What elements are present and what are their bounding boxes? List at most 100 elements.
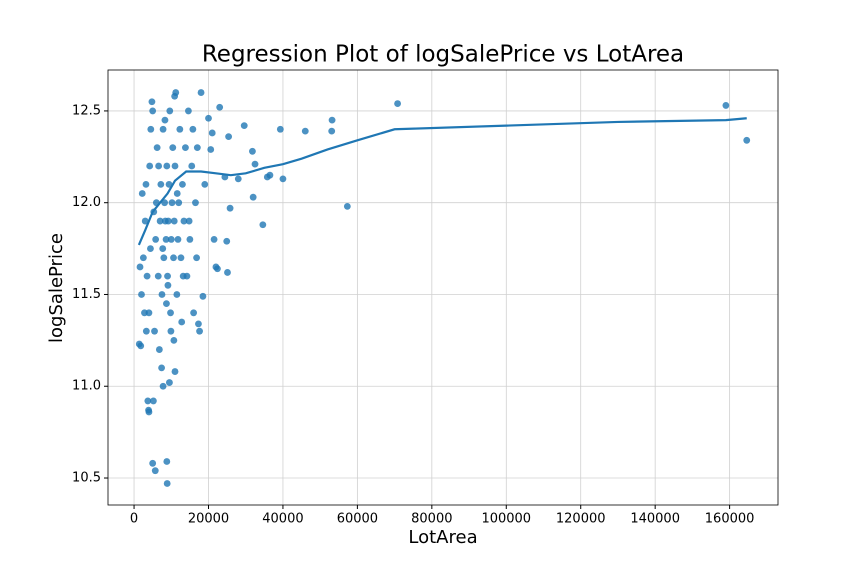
point [722,102,730,109]
point [234,175,242,183]
x-tick-label: 20000 [188,512,229,527]
point [149,107,157,115]
point [156,217,164,225]
point [155,162,163,170]
point [210,236,218,243]
point [224,269,231,276]
point [301,127,309,135]
point [155,346,163,353]
point [138,291,145,298]
point [240,122,248,130]
y-tick-label: 11.0 [72,379,101,394]
plot-frame [107,69,779,506]
point [144,397,152,405]
point [225,133,233,141]
point [276,125,284,133]
y-tick-label: 11.5 [72,287,101,302]
point [141,217,149,225]
point [178,318,186,326]
x-tick-label: 120000 [556,512,606,527]
point [159,382,167,390]
point [166,379,173,386]
point [226,204,234,212]
x-tick-label: 80000 [411,512,452,527]
point [189,125,197,133]
point [139,254,147,262]
y-axis-label: logSalePrice [46,233,67,343]
point [147,245,154,252]
point [161,116,169,124]
point [157,180,165,188]
point [147,125,155,133]
point [174,236,182,243]
point [343,202,351,210]
point [160,254,168,262]
point [212,263,220,271]
point [164,272,171,280]
x-tick-label: 0 [130,512,138,527]
x-tick-label: 40000 [262,512,303,527]
point [185,217,193,225]
point [259,221,267,229]
point [197,89,205,96]
point [163,458,171,465]
point [151,467,159,475]
regression-line [137,117,747,246]
y-tick-label: 12.5 [72,103,101,118]
point [167,236,175,243]
point [170,254,177,262]
x-axis-label: LotArea [408,527,477,548]
point [154,272,162,280]
point [175,199,183,207]
point [171,368,179,375]
point [136,263,144,271]
point [150,397,157,405]
point [173,190,181,197]
point [177,254,185,262]
point [163,162,171,170]
point [146,162,154,170]
point [328,116,336,124]
point [151,327,158,335]
point [152,236,160,243]
point [141,309,148,317]
point [193,254,200,262]
point [188,162,196,170]
point [182,144,189,152]
point [263,173,271,181]
point [223,237,231,245]
point [169,144,177,152]
point [743,136,751,144]
point [180,217,188,225]
point [328,127,336,135]
point [196,327,203,335]
point [173,291,181,298]
point [168,199,176,207]
point [176,125,184,133]
point [249,147,256,155]
point [205,114,212,122]
point [159,245,167,252]
point [171,92,179,100]
point [190,309,198,317]
y-tick-label: 10.5 [72,471,101,486]
point [186,236,194,243]
point [170,336,178,344]
point [179,180,186,188]
x-tick-label: 60000 [337,512,378,527]
point [193,144,201,152]
point [163,300,170,308]
x-tick-label: 160000 [705,512,755,527]
point [216,103,224,111]
point [249,193,257,201]
point [164,217,172,225]
point [138,190,146,197]
point [208,129,216,137]
point [201,180,209,188]
x-tick-label: 100000 [481,512,531,527]
point [164,281,172,289]
point [167,309,174,317]
point [166,107,174,115]
point [142,327,150,335]
